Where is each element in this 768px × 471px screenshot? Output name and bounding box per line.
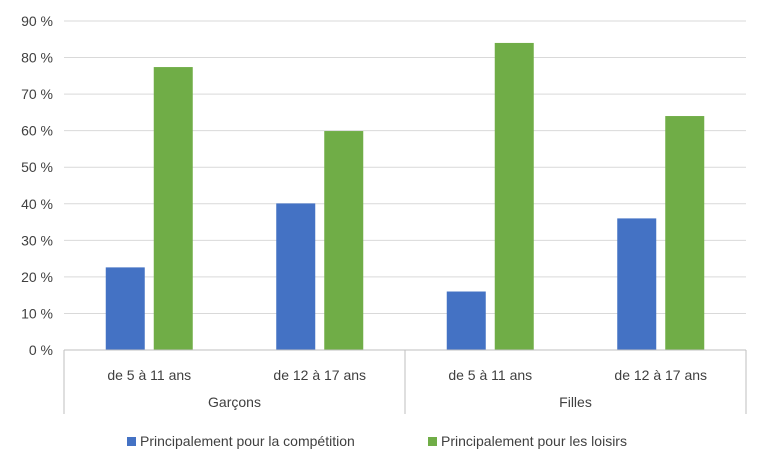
bar: [276, 203, 316, 350]
group-label: Filles: [559, 394, 592, 410]
x-axis: de 5 à 11 ans de 12 à 17 ans de 5 à 11 ans…: [63, 349, 747, 414]
legend-label: Principalement pour la compétition: [140, 433, 355, 449]
legend-label: Principalement pour les loisirs: [441, 433, 627, 449]
y-tick-label: 50 %: [21, 159, 53, 175]
x-tick-label: de 5 à 11 ans: [448, 367, 532, 383]
bar: [494, 42, 534, 350]
x-tick-label: de 12 à 17 ans: [273, 367, 366, 383]
bar: [324, 131, 364, 350]
y-tick-label: 90 %: [21, 13, 53, 29]
bar: [446, 291, 486, 350]
bar: [153, 67, 193, 350]
bars: [105, 42, 705, 351]
y-axis-tick-labels: 0 % 10 % 20 % 30 % 40 % 50 % 60 % 70 % 80 % 90 %: [21, 13, 53, 358]
y-tick-label: 70 %: [21, 86, 53, 102]
y-tick-label: 30 %: [21, 232, 53, 248]
y-tick-label: 80 %: [21, 50, 53, 66]
legend-swatch: [127, 437, 136, 446]
y-tick-label: 40 %: [21, 196, 53, 212]
bar: [665, 116, 705, 351]
bar: [105, 267, 145, 350]
y-tick-label: 60 %: [21, 123, 53, 139]
bar: [617, 218, 657, 350]
legend[interactable]: Principalement pour la compétition Princi…: [127, 433, 627, 449]
y-tick-label: 10 %: [21, 305, 53, 321]
y-tick-label: 0 %: [29, 342, 53, 358]
legend-swatch: [428, 437, 437, 446]
y-tick-label: 20 %: [21, 269, 53, 285]
x-tick-label: de 12 à 17 ans: [614, 367, 707, 383]
x-tick-label: de 5 à 11 ans: [107, 367, 191, 383]
group-label: Garçons: [208, 394, 261, 410]
